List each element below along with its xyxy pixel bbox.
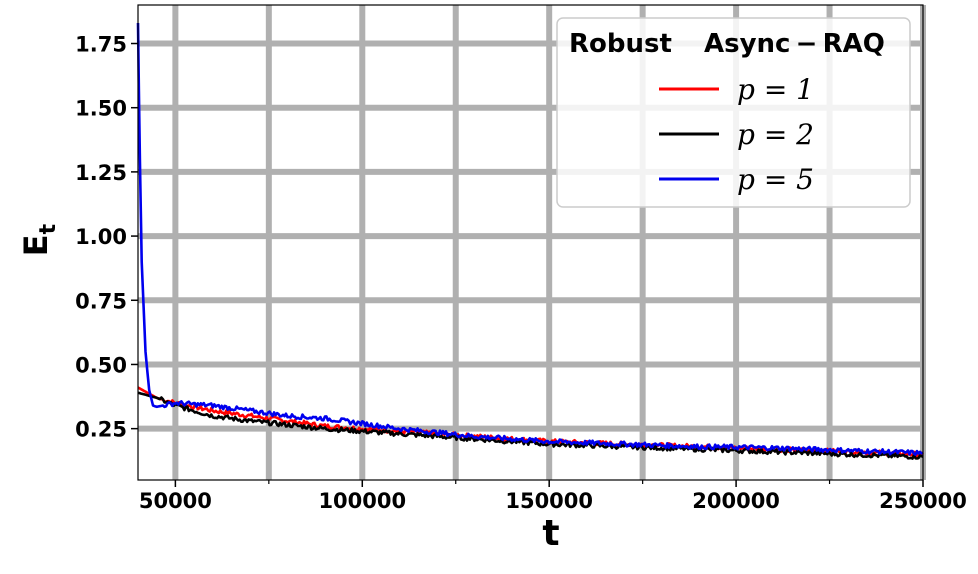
legend-label-2: p = 2 — [737, 118, 814, 151]
series-line-2 — [137, 391, 924, 460]
x-tick-label-1: 100000 — [318, 489, 406, 513]
series-line-3 — [136, 22, 924, 456]
legend-title-right: Async − RAQ — [704, 29, 885, 59]
x-tick-label-4: 250000 — [879, 489, 967, 513]
x-axis-label: t — [542, 513, 559, 554]
y-axis-label-group: Et — [17, 223, 61, 256]
legend-entries: p = 1 p = 2 p = 5 — [659, 73, 814, 196]
y-axis-label-main: E — [17, 234, 55, 256]
legend-box — [556, 17, 911, 208]
y-tick-label-5: 1.50 — [75, 97, 127, 121]
y-tick-label-1: 0.50 — [75, 353, 127, 377]
x-tick-label-0: 50000 — [139, 489, 212, 513]
legend: Robust Async − RAQ p = 1 p = 2 p = 5 — [556, 17, 911, 208]
legend-label-3: p = 5 — [737, 163, 814, 196]
plot-frame — [137, 4, 924, 481]
legend-label-1: p = 1 — [737, 73, 814, 106]
y-axis-label-subscript: t — [36, 223, 61, 234]
ticks: 50000 100000 150000 200000 250000 0.25 0.50 0.7… — [75, 33, 967, 513]
legend-title-left: Robust — [569, 29, 672, 59]
y-tick-label-2: 0.75 — [75, 289, 127, 313]
y-tick-label-6: 1.75 — [75, 33, 127, 57]
y-tick-label-4: 1.25 — [75, 161, 127, 185]
x-tick-label-3: 200000 — [692, 489, 780, 513]
y-axis-label: Et — [17, 223, 61, 256]
series-lines — [136, 22, 924, 460]
x-tick-label-2: 150000 — [505, 489, 593, 513]
y-tick-label-3: 1.00 — [75, 225, 127, 249]
y-tick-label-0: 0.25 — [75, 418, 127, 442]
